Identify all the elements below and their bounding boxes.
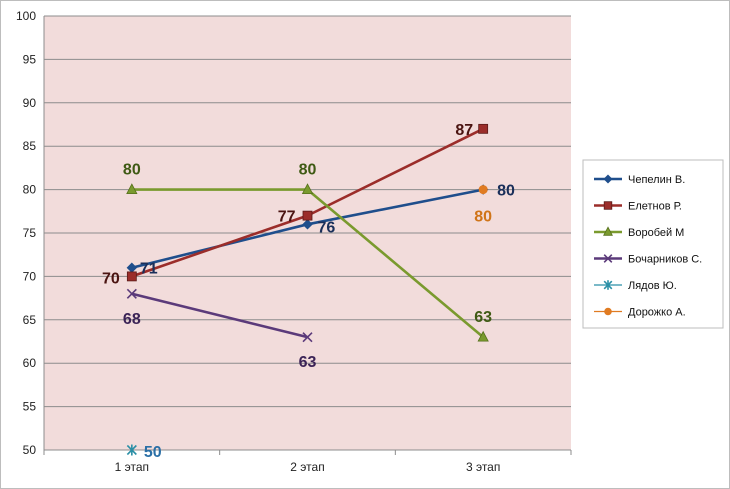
data-point — [126, 271, 137, 282]
data-label: 50 — [144, 444, 162, 461]
data-label: 80 — [474, 209, 492, 226]
y-tick-label: 100 — [16, 9, 36, 23]
data-label: 77 — [278, 209, 296, 226]
data-point — [301, 183, 314, 195]
legend-label: Воробей М — [628, 227, 684, 239]
x-tick-label: 2 этап — [290, 460, 324, 474]
data-label: 76 — [318, 219, 336, 236]
legend-marker — [603, 201, 613, 210]
data-point — [478, 185, 488, 195]
data-point — [126, 444, 137, 456]
data-label: 87 — [455, 122, 473, 139]
data-point — [126, 288, 137, 299]
data-label: 63 — [299, 354, 317, 371]
data-point-stroke — [126, 288, 137, 299]
x-tick-label: 1 этап — [115, 460, 149, 474]
legend-box — [582, 159, 724, 329]
data-point — [302, 332, 313, 343]
data-label: 80 — [497, 183, 515, 200]
data-label: 70 — [102, 270, 120, 287]
data-label: 68 — [123, 311, 141, 328]
y-tick-label: 95 — [23, 52, 37, 66]
data-point — [477, 330, 489, 342]
legend-label: Елетнов Р. — [628, 201, 682, 213]
data-label: 80 — [299, 162, 317, 179]
y-tick-label: 70 — [23, 269, 37, 283]
legend-marker — [603, 280, 613, 290]
legend-label: Лядов Ю. — [628, 280, 677, 292]
y-tick-label: 75 — [23, 226, 37, 240]
x-tick-label: 3 этап — [466, 460, 500, 474]
data-point — [302, 219, 313, 230]
y-tick-label: 80 — [23, 183, 37, 197]
data-point-stroke — [302, 332, 313, 343]
y-tick-label: 50 — [23, 443, 37, 457]
legend-label: Бочарников С. — [628, 254, 702, 266]
y-tick-label: 90 — [23, 96, 37, 110]
y-tick-label: 60 — [23, 356, 37, 370]
series-line — [131, 292, 308, 339]
legend-label: Чепелин В. — [628, 174, 685, 186]
data-point — [478, 123, 489, 134]
legend-marker — [603, 174, 613, 184]
y-tick-label: 65 — [23, 313, 37, 327]
y-tick-label: 55 — [23, 400, 37, 414]
data-label: 80 — [123, 162, 141, 179]
legend-marker — [603, 254, 613, 263]
data-label: 63 — [474, 309, 492, 326]
legend-marker — [604, 307, 612, 316]
legend-label: Дорожко А. — [628, 307, 686, 319]
y-tick-label: 85 — [23, 139, 37, 153]
legend-marker — [603, 226, 613, 236]
data-point — [126, 183, 138, 195]
legend-marker-stroke — [603, 254, 613, 263]
data-point — [302, 210, 313, 221]
data-label: 71 — [140, 261, 158, 278]
